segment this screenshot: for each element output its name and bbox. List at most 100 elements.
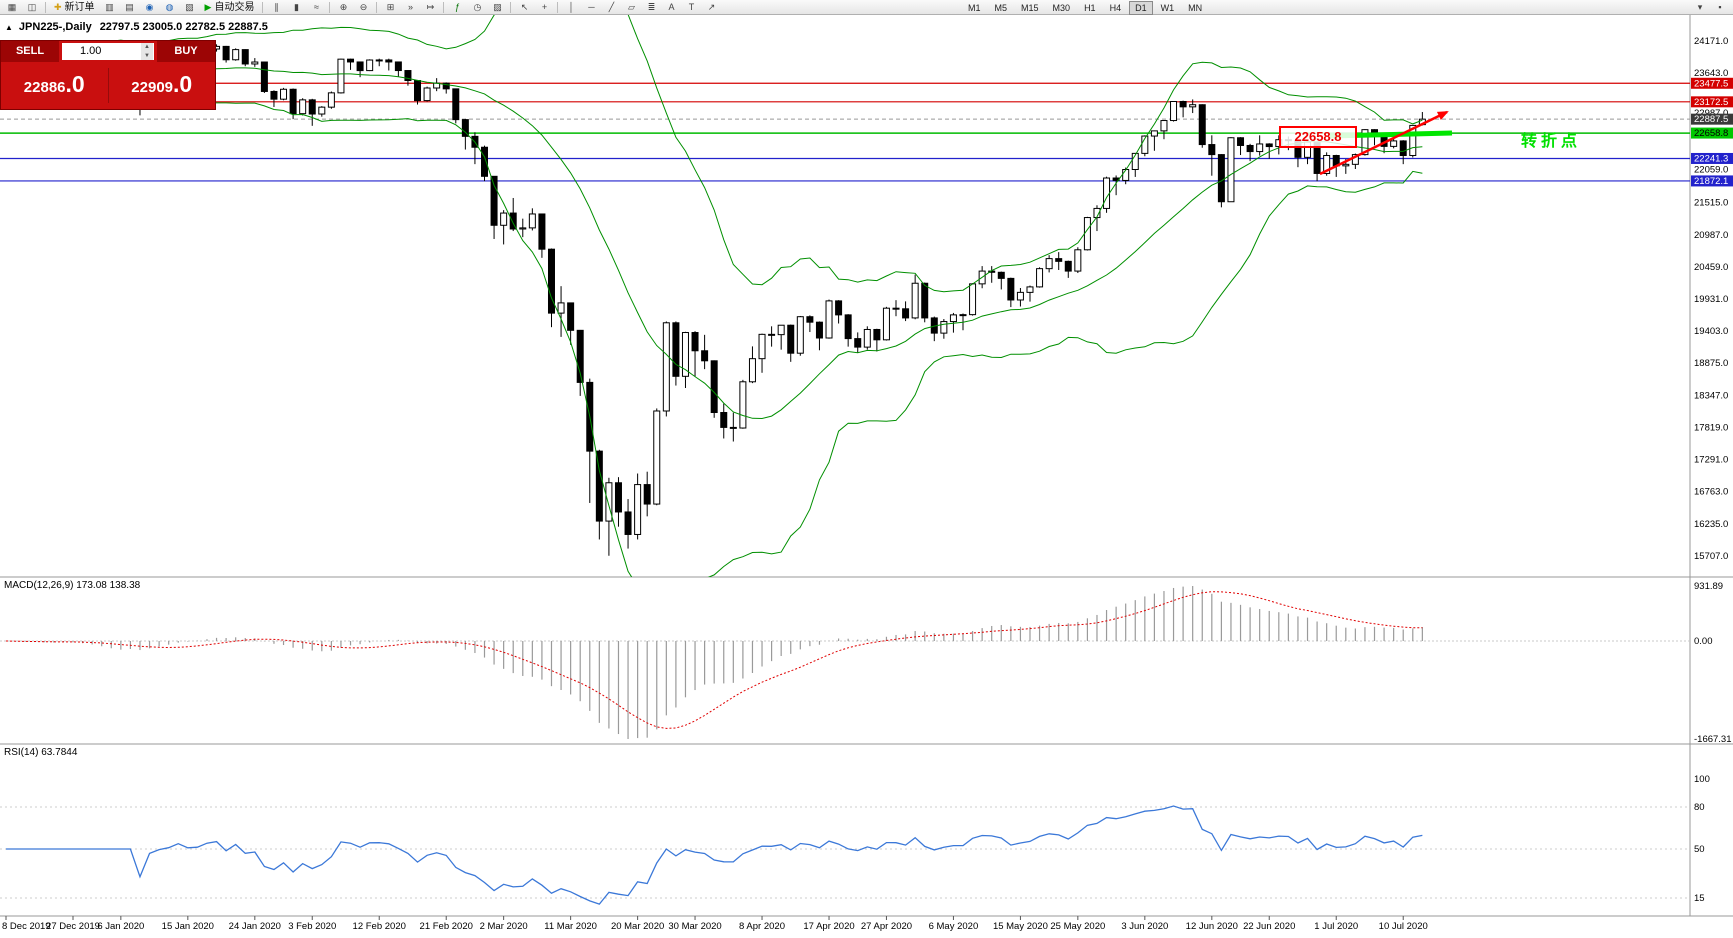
- chart-shift-icon[interactable]: ↦: [426, 1, 435, 12]
- svg-text:22987.0: 22987.0: [1694, 108, 1728, 119]
- cursor-icon[interactable]: ↖: [520, 1, 529, 12]
- svg-text:931.89: 931.89: [1694, 581, 1723, 592]
- auto-scroll-icon[interactable]: »: [407, 1, 413, 12]
- toolbar-separator: [376, 1, 378, 13]
- svg-text:-1667.31: -1667.31: [1694, 734, 1732, 745]
- fibonacci-icon[interactable]: ≣: [647, 1, 656, 12]
- new-order-button[interactable]: ✚ 新订单: [49, 1, 100, 14]
- bar-chart-icon[interactable]: ∥: [274, 1, 279, 12]
- timeframe-m30[interactable]: M30: [1052, 3, 1071, 13]
- sell-price-pips: .0: [65, 71, 85, 97]
- auto-trading-button-label: 自动交易: [214, 1, 255, 13]
- timeframe-h1[interactable]: H1: [1084, 3, 1096, 13]
- vertical-line-icon[interactable]: │: [568, 1, 575, 12]
- volume-value: 1.00: [80, 45, 102, 57]
- periods-icon[interactable]: ◷: [473, 1, 482, 12]
- label-icon[interactable]: T: [688, 1, 695, 12]
- line-chart-icon[interactable]: ≈: [313, 1, 319, 12]
- svg-text:22059.0: 22059.0: [1694, 165, 1728, 176]
- svg-text:1 Jul 2020: 1 Jul 2020: [1314, 921, 1358, 932]
- zoom-out-icon[interactable]: ⊖: [359, 1, 368, 12]
- svg-text:15: 15: [1694, 893, 1705, 904]
- volume-up-icon[interactable]: ▲: [144, 44, 150, 50]
- volume-input[interactable]: 1.00 ▲ ▼: [62, 43, 154, 60]
- zoom-in-icon[interactable]: ⊕: [339, 1, 348, 12]
- profiles-icon[interactable]: ◫: [27, 1, 37, 12]
- buy-button[interactable]: BUY: [157, 41, 215, 62]
- chart-ohlc-values: 22797.5 23005.0 22782.5 22887.5: [99, 21, 268, 33]
- svg-text:12 Feb 2020: 12 Feb 2020: [353, 921, 406, 932]
- new-chart-icon[interactable]: ▦: [7, 1, 17, 12]
- volume-down-icon[interactable]: ▼: [144, 52, 150, 59]
- one-click-toggle-icon[interactable]: ▲: [5, 22, 13, 32]
- market-watch-icon[interactable]: ▥: [105, 1, 114, 12]
- bollinger-lower: [5, 55, 1423, 577]
- svg-text:16763.0: 16763.0: [1694, 487, 1728, 498]
- auto-trading-button[interactable]: ▶ 自动交易: [200, 1, 260, 14]
- bollinger-upper: [5, 15, 1423, 293]
- svg-text:12 Jun 2020: 12 Jun 2020: [1186, 921, 1238, 932]
- terminal-icon[interactable]: ◍: [165, 1, 174, 12]
- svg-text:15 Jan 2020: 15 Jan 2020: [162, 921, 214, 932]
- bollinger-bands: [5, 15, 1423, 577]
- svg-text:23643.0: 23643.0: [1694, 68, 1728, 79]
- svg-text:24 Jan 2020: 24 Jan 2020: [229, 921, 281, 932]
- data-window-icon[interactable]: ▤: [125, 1, 134, 12]
- toolbar: ▦ ◫ ✚ 新订单 ▥ ▤ ◉ ◍ ▧ ▶ 自动交易 ∥ ▮ ≈ ⊕ ⊖ ⊞ » ↦ ƒ ◷ ▨ ↖ + │ ─ ╱ ▱ ≣ A T ↗ M1 M…: [0, 0, 1733, 15]
- macd-indicator-label: MACD(12,26,9) 173.08 138.38: [4, 580, 141, 591]
- svg-text:22 Jun 2020: 22 Jun 2020: [1243, 921, 1295, 932]
- arrow-tool-icon[interactable]: ↗: [707, 1, 716, 12]
- crosshair-icon[interactable]: +: [541, 1, 548, 12]
- svg-text:22241.3: 22241.3: [1694, 153, 1728, 164]
- svg-text:6 May 2020: 6 May 2020: [929, 921, 979, 932]
- svg-text:22658.8: 22658.8: [1694, 128, 1728, 139]
- timeframe-h4[interactable]: H4: [1109, 3, 1122, 13]
- buy-price[interactable]: 22909 .0: [109, 62, 216, 109]
- svg-text:21872.1: 21872.1: [1694, 176, 1728, 187]
- trend-arrow-line: [1319, 110, 1448, 176]
- horizontal-line-icon[interactable]: ─: [588, 1, 595, 12]
- svg-text:23172.5: 23172.5: [1694, 97, 1728, 108]
- turning-point-label: 转折点: [1521, 133, 1582, 150]
- toolbar-separator: [329, 1, 331, 13]
- new-order-button-icon: ✚: [54, 1, 62, 12]
- one-click-trading-panel: SELL 1.00 ▲ ▼ BUY 22886 .0 22909 .0: [0, 40, 216, 110]
- svg-text:6 Jan 2020: 6 Jan 2020: [97, 921, 144, 932]
- svg-text:3 Feb 2020: 3 Feb 2020: [288, 921, 336, 932]
- svg-text:21515.0: 21515.0: [1694, 198, 1728, 209]
- volume-stepper[interactable]: ▲ ▼: [141, 43, 153, 60]
- auto-trading-button-icon: ▶: [204, 1, 212, 12]
- indicators-icon[interactable]: ƒ: [454, 1, 460, 12]
- toolbar-separator: [510, 1, 512, 13]
- templates-icon[interactable]: ▨: [493, 1, 502, 12]
- candlestick-chart-icon[interactable]: ▮: [293, 1, 299, 12]
- sell-price[interactable]: 22886 .0: [1, 62, 108, 109]
- timeframe-m15[interactable]: M15: [1021, 3, 1039, 13]
- svg-text:19403.0: 19403.0: [1694, 326, 1728, 337]
- tile-windows-icon[interactable]: ⊞: [386, 1, 395, 12]
- price-axis: 24171.0 23643.0 22987.0 22059.0 21515.0 20987…: [1691, 36, 1733, 562]
- navigator-icon[interactable]: ◉: [145, 1, 154, 12]
- timeframe-m1[interactable]: M1: [968, 3, 981, 13]
- svg-text:2 Mar 2020: 2 Mar 2020: [480, 921, 528, 932]
- new-order-button-label: 新订单: [64, 1, 95, 13]
- timeframe-d1[interactable]: D1: [1129, 1, 1153, 15]
- timeframe-m5[interactable]: M5: [994, 3, 1008, 13]
- svg-text:27 Apr 2020: 27 Apr 2020: [861, 921, 912, 932]
- svg-text:80: 80: [1694, 802, 1705, 813]
- svg-text:0.00: 0.00: [1694, 636, 1713, 647]
- channel-icon[interactable]: ▱: [628, 1, 635, 12]
- timeframe-w1[interactable]: W1: [1160, 3, 1175, 13]
- text-icon[interactable]: A: [668, 1, 675, 12]
- trendline-icon[interactable]: ╱: [608, 1, 615, 12]
- toolbar-more-icon[interactable]: ▾: [1697, 2, 1703, 12]
- buy-price-main: 22909: [131, 79, 174, 96]
- sell-button[interactable]: SELL: [1, 41, 59, 62]
- toolbar-dock-icon[interactable]: ▪: [1718, 2, 1722, 12]
- timeframe-mn[interactable]: MN: [1188, 3, 1203, 13]
- strategy-tester-icon[interactable]: ▧: [185, 1, 194, 12]
- svg-text:22887.5: 22887.5: [1694, 114, 1728, 125]
- toolbar-separator: [45, 1, 46, 13]
